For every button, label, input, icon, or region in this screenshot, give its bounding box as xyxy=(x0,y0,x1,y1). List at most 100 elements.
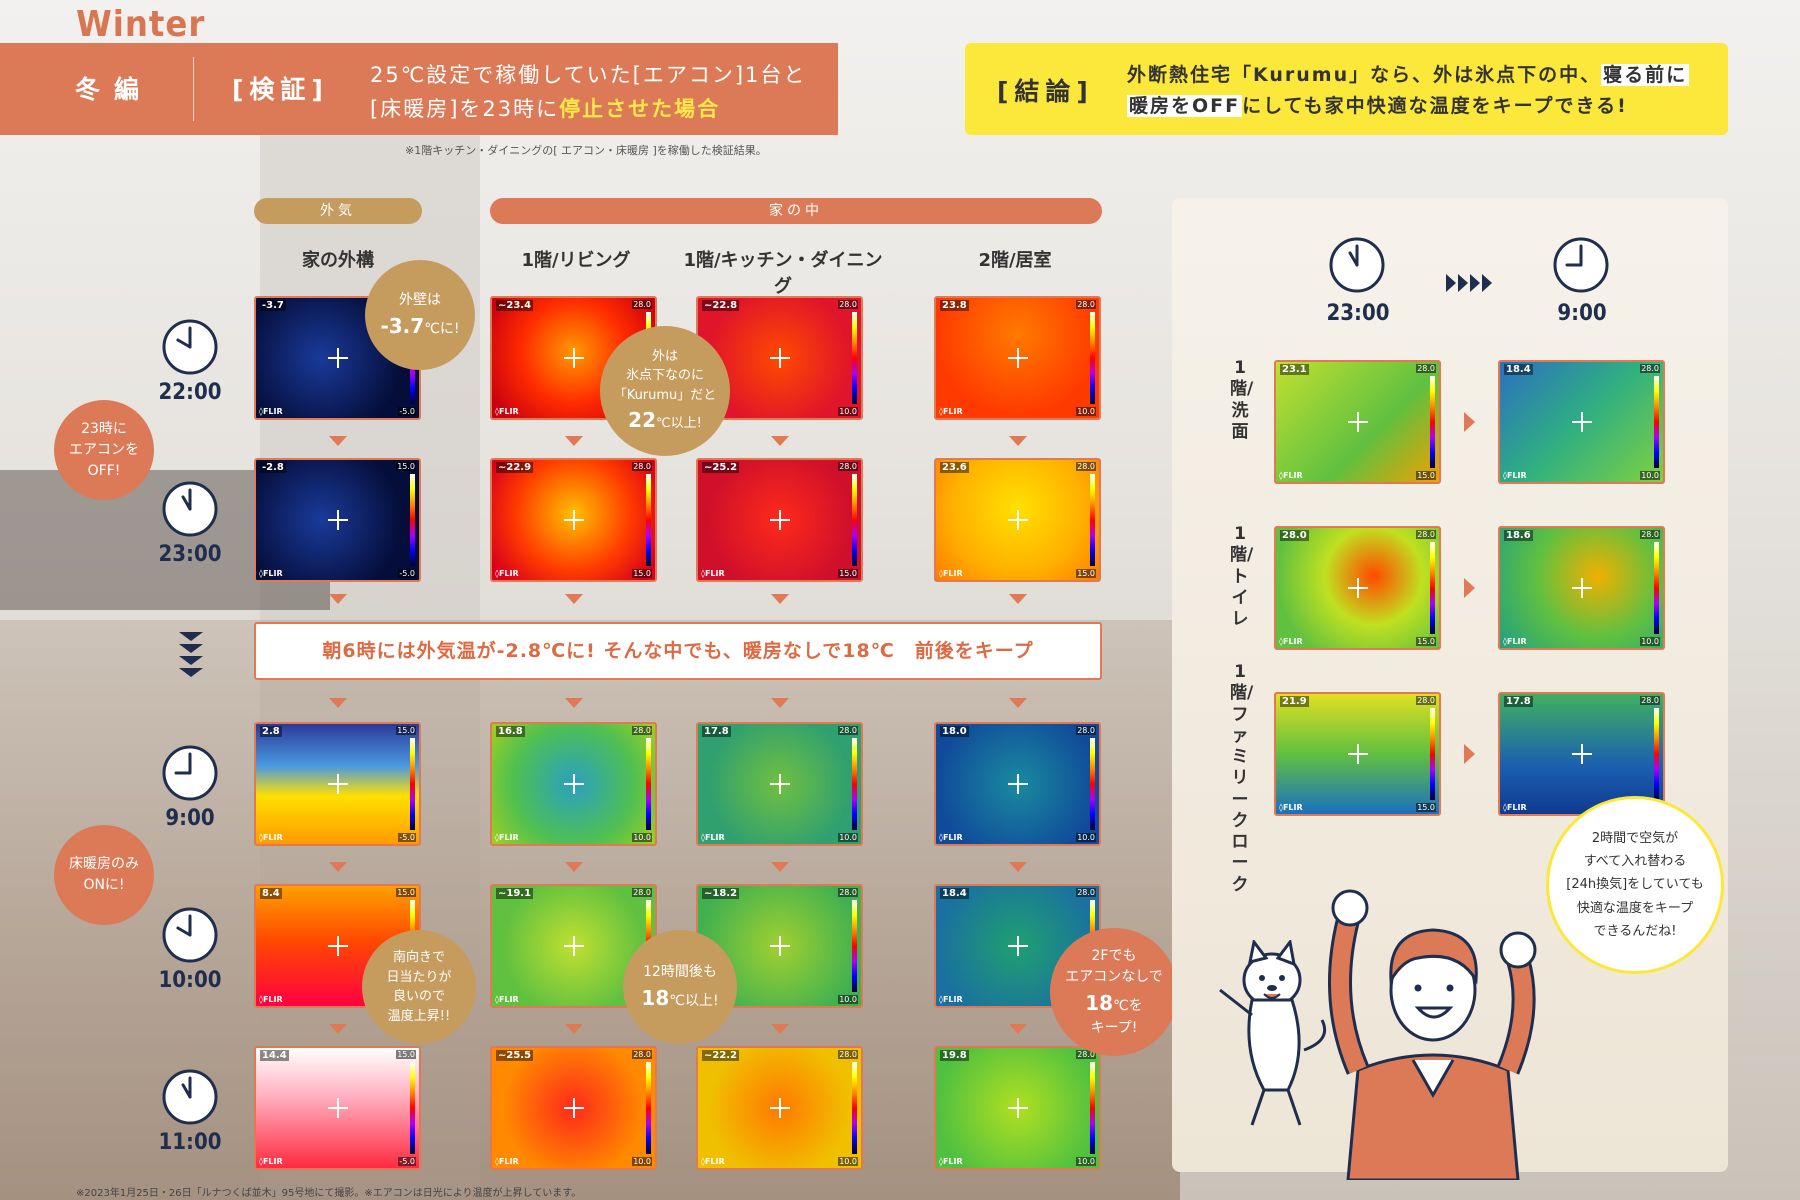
header-divider xyxy=(193,57,194,121)
down-arrow-icon xyxy=(328,698,347,708)
crosshair-icon xyxy=(1007,774,1028,794)
crosshair-icon xyxy=(769,774,790,794)
bubble-twelve-line2: 18℃以上! xyxy=(641,983,718,1013)
flir-logo: ◊FLIR xyxy=(495,1157,519,1166)
thermal-image-kitchen-0900: 17.8 28.0 10.0 ◊FLIR xyxy=(696,722,863,846)
bubble-outside-line4: 22℃以上! xyxy=(628,405,702,435)
crosshair-icon xyxy=(1347,578,1368,598)
bubble-vent-line2: すべて入れ替わる xyxy=(1583,853,1687,869)
thermal-color-scale xyxy=(852,1062,857,1154)
crosshair-icon xyxy=(1007,510,1028,530)
down-arrow-icon xyxy=(328,862,347,872)
right-time-to: 9:00 xyxy=(1557,301,1607,326)
thermal-scale-max: 28.0 xyxy=(632,1050,652,1059)
clock-icon-0900 xyxy=(162,745,218,801)
time-label-1000: 10:00 xyxy=(158,968,222,993)
crosshair-icon xyxy=(1007,348,1028,368)
down-arrow-icon xyxy=(1008,1024,1027,1034)
flir-logo: ◊FLIR xyxy=(701,1157,725,1166)
bubble-twelve-value: 18 xyxy=(641,985,670,1010)
thermal-temp: 21.9 xyxy=(1280,696,1309,707)
thermal-color-scale xyxy=(1430,708,1435,800)
thermal-scale-min: 15.0 xyxy=(1076,569,1096,578)
thermal-scale-min: 10.0 xyxy=(1640,471,1660,480)
verification-line2: [床暖房]を23時に停止させた場合 xyxy=(370,93,720,123)
right-arrow-icon xyxy=(1464,744,1475,764)
flir-logo: ◊FLIR xyxy=(495,995,519,1004)
crosshair-icon xyxy=(1347,412,1368,432)
crosshair-icon xyxy=(769,1098,790,1118)
thermal-scale-max: 28.0 xyxy=(838,1050,858,1059)
thermal-scale-max: 28.0 xyxy=(1416,530,1436,539)
flir-logo: ◊FLIR xyxy=(1503,471,1527,480)
thermal-image-exterior-1100: 14.4 15.0 -5.0 ◊FLIR xyxy=(254,1046,421,1170)
verification-line2-a: [床暖房]を23時に xyxy=(370,97,560,121)
pill-inside: 家の中 xyxy=(490,198,1102,224)
down-arrow-icon xyxy=(328,594,347,604)
thermal-scale-max: 28.0 xyxy=(1416,696,1436,705)
crosshair-icon xyxy=(327,774,348,794)
down-arrow-icon xyxy=(564,436,583,446)
time-label-2200: 22:00 xyxy=(158,380,222,405)
thermal-image-bedroom-0900: 18.0 28.0 10.0 ◊FLIR xyxy=(934,722,1101,846)
flir-logo: ◊FLIR xyxy=(259,407,283,416)
down-arrow-icon xyxy=(770,698,789,708)
bubble-outside-line1: 外は xyxy=(651,348,678,364)
crosshair-icon xyxy=(327,936,348,956)
thermal-scale-max: 15.0 xyxy=(396,888,416,897)
bubble-outside-value: 22 xyxy=(628,408,657,433)
thermal-scale-max: 28.0 xyxy=(1076,726,1096,735)
down-arrow-icon xyxy=(564,594,583,604)
thermal-scale-max: 28.0 xyxy=(632,300,652,309)
bubble-2f-line3: 18℃を xyxy=(1085,988,1143,1018)
crosshair-icon xyxy=(563,348,584,368)
time-label-1100: 11:00 xyxy=(158,1130,222,1155)
dog-illustration xyxy=(1219,940,1327,1126)
conclusion-tag: [結論] xyxy=(997,77,1094,106)
crosshair-icon xyxy=(327,1098,348,1118)
thermal-image-bedroom-1100: 19.8 28.0 10.0 ◊FLIR xyxy=(934,1046,1101,1170)
down-arrow-icon xyxy=(770,1024,789,1034)
bubble-south-facing: 南向きで 日当たりが 良いので 温度上昇!! xyxy=(362,930,476,1044)
bubble-south-line3: 良いので xyxy=(392,989,445,1004)
thermal-temp: 2.8 xyxy=(260,726,282,737)
bubble-wall: 外壁は -3.7℃に! xyxy=(365,260,475,370)
down-arrow-icon xyxy=(770,594,789,604)
room-thermal-2-after: 17.828.010.0◊FLIR xyxy=(1498,692,1665,816)
thermal-scale-max: 15.0 xyxy=(396,726,416,735)
bubble-twelve-line1: 12時間後も xyxy=(643,963,717,980)
crosshair-icon xyxy=(769,348,790,368)
room-label-1: 1階/トイレ xyxy=(1230,524,1254,629)
thermal-color-scale xyxy=(1430,376,1435,468)
flir-logo: ◊FLIR xyxy=(259,569,283,578)
thermal-color-scale xyxy=(410,738,415,830)
thermal-color-scale xyxy=(646,1062,651,1154)
bubble-vent-line4: 快適な温度をキープ xyxy=(1576,900,1694,916)
down-arrow-icon xyxy=(328,436,347,446)
thermal-temp: 17.8 xyxy=(702,726,731,737)
thermal-scale-max: 28.0 xyxy=(838,462,858,471)
thermal-scale-min: 10.0 xyxy=(1640,637,1660,646)
thermal-color-scale xyxy=(1090,738,1095,830)
thermal-scale-min: 10.0 xyxy=(1076,407,1096,416)
down-arrow-icon xyxy=(1008,862,1027,872)
bubble-wall-value: -3.7 xyxy=(380,313,425,338)
thermal-scale-max: 28.0 xyxy=(838,726,858,735)
thermal-temp: 14.4 xyxy=(260,1050,289,1061)
thermal-color-scale xyxy=(852,312,857,404)
thermal-color-scale xyxy=(1654,376,1659,468)
thermal-color-scale xyxy=(1430,542,1435,634)
bubble-vent-line1: 2時間で空気が xyxy=(1591,830,1679,846)
thermal-color-scale xyxy=(1654,708,1659,800)
bubble-ventilation: 2時間で空気が すべて入れ替わる [24h換気]をしていても 快適な温度をキープ… xyxy=(1546,796,1724,974)
thermal-temp: 23.6 xyxy=(940,462,969,473)
flir-logo: ◊FLIR xyxy=(701,569,725,578)
verification-header: 冬編 [検証] 25℃設定で稼働していた[エアコン]1台と [床暖房]を23時に… xyxy=(0,43,838,135)
thermal-color-scale xyxy=(646,738,651,830)
thermal-scale-max: 28.0 xyxy=(1076,888,1096,897)
thermal-temp: 18.4 xyxy=(1504,364,1533,375)
thermal-scale-min: 15.0 xyxy=(838,569,858,578)
season-title: Winter xyxy=(76,4,206,45)
thermal-temp: ~25.5 xyxy=(496,1050,534,1061)
flir-logo: ◊FLIR xyxy=(259,1157,283,1166)
